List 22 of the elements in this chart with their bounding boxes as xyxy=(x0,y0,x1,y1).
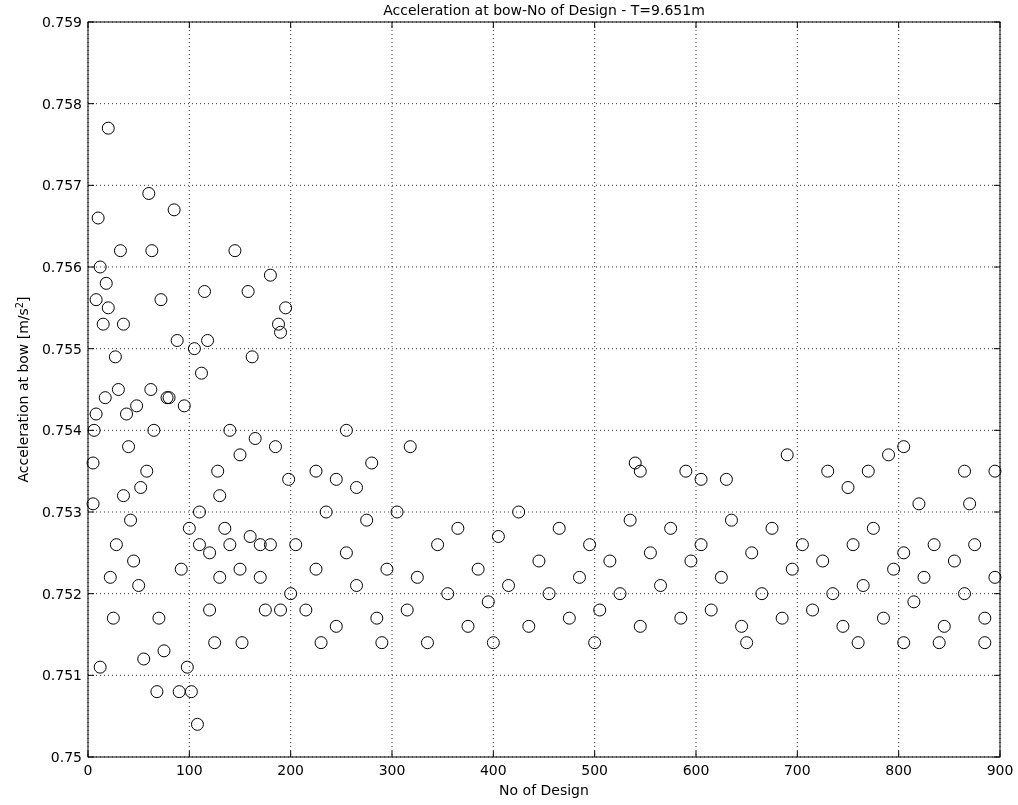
x-tick-label: 500 xyxy=(581,762,609,778)
y-tick-label: 0.757 xyxy=(41,177,82,194)
x-tick-label: 900 xyxy=(986,762,1014,778)
x-tick-label: 300 xyxy=(378,762,406,778)
y-tick-label: 0.753 xyxy=(41,504,82,520)
chart-title: Acceleration at bow-No of Design - T=9.651m xyxy=(383,2,705,18)
x-tick-label: 800 xyxy=(885,762,913,778)
x-tick-label: 400 xyxy=(479,762,507,778)
x-tick-label: 0 xyxy=(83,762,93,778)
y-tick-label: 0.759 xyxy=(41,14,82,30)
x-tick-label: 600 xyxy=(682,762,710,778)
x-tick-label: 200 xyxy=(277,762,305,778)
y-tick-label: 0.758 xyxy=(41,95,82,112)
x-tick-label: 100 xyxy=(175,762,203,778)
y-tick-label: 0.755 xyxy=(41,340,82,357)
y-tick-label: 0.751 xyxy=(41,667,82,684)
y-tick-label: 0.756 xyxy=(41,259,83,275)
y-tick-label: 0.754 xyxy=(41,422,83,439)
y-tick-label: 0.75 xyxy=(50,749,82,765)
y-tick-label: 0.752 xyxy=(41,585,82,602)
x-tick-label: 700 xyxy=(783,762,811,778)
x-axis-title: No of Design xyxy=(499,782,589,798)
